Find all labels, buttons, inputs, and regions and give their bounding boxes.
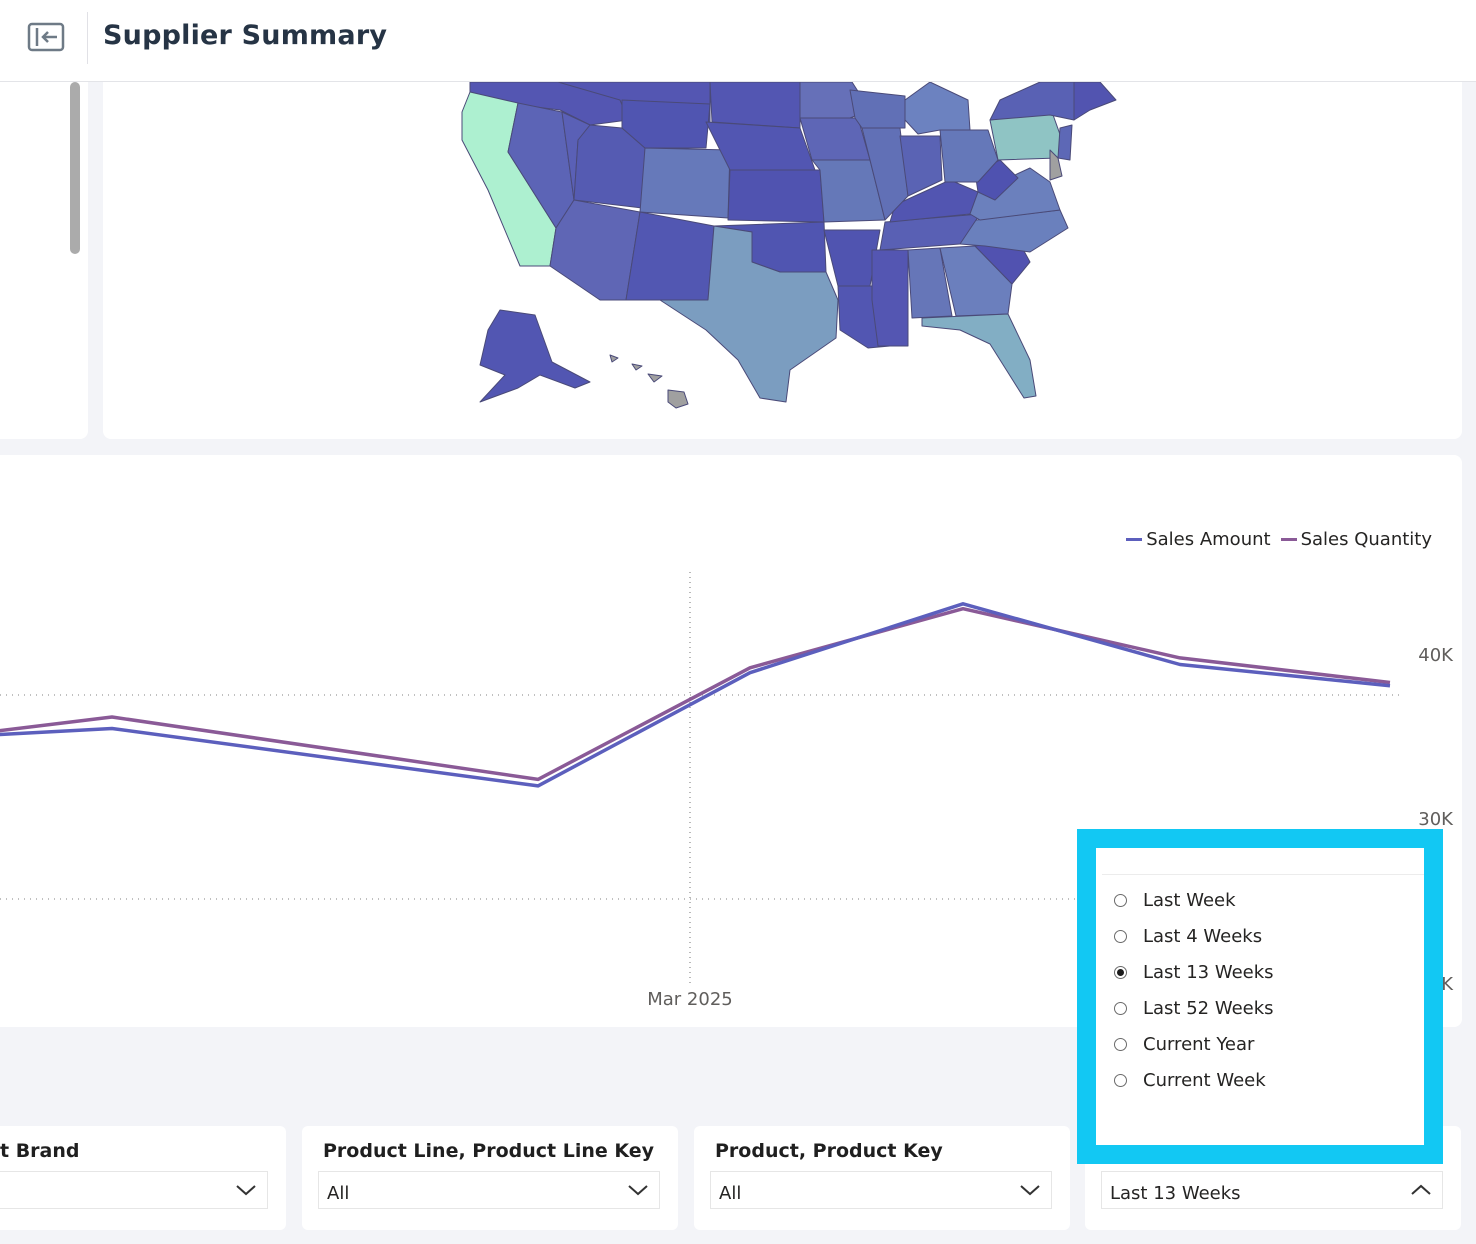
map-state-ohio <box>939 129 999 183</box>
map-state-hawaii-islands <box>631 363 643 371</box>
chart-legend: Sales Amount Sales Quantity <box>1126 529 1432 550</box>
chevron-down-icon <box>1020 1185 1040 1196</box>
chevron-up-icon <box>1411 1184 1431 1195</box>
map-state-new-england <box>1073 82 1117 121</box>
map-canvas <box>461 82 1117 409</box>
map-state-kansas <box>727 169 825 223</box>
slicer-label-product-line: Product Line, Product Line Key <box>323 1140 655 1162</box>
x-axis-tick-label: Mar 2025 <box>647 989 733 1010</box>
header-divider <box>87 12 88 64</box>
legend-item[interactable]: Sales Quantity <box>1280 529 1432 550</box>
slicer-label-brand: t Brand <box>0 1140 80 1162</box>
period-option[interactable]: Last Week <box>1114 882 1274 918</box>
map-state-texas <box>659 225 839 403</box>
radio-button[interactable] <box>1114 1001 1127 1015</box>
chevron-down-icon <box>628 1185 648 1196</box>
period-option-label: Last 52 Weeks <box>1143 997 1274 1019</box>
series-line-sales-quantity[interactable] <box>0 606 1391 782</box>
map-state-indiana <box>899 135 943 197</box>
slicer-value-product: All <box>719 1183 742 1204</box>
slicer-value-product-line: All <box>327 1183 350 1204</box>
map-state-missouri <box>811 159 886 223</box>
slicer-label-product: Product, Product Key <box>715 1140 943 1162</box>
map-state-alaska <box>479 309 591 403</box>
period-option[interactable]: Last 13 Weeks <box>1114 954 1274 990</box>
map-state-michigan <box>904 82 971 135</box>
period-option-label: Current Year <box>1143 1033 1255 1055</box>
slicer-dropdown-brand[interactable] <box>0 1171 268 1209</box>
slicer-brand: t Brand <box>0 1126 286 1230</box>
map-state-hawaii-islands <box>647 373 663 383</box>
slicer-dropdown-product[interactable]: All <box>710 1171 1052 1209</box>
slicer-dropdown-product-line[interactable]: All <box>318 1171 660 1209</box>
period-option[interactable]: Last 52 Weeks <box>1114 990 1274 1026</box>
radio-button[interactable] <box>1114 1037 1127 1051</box>
map-state-hawaii-islands <box>609 354 619 363</box>
map-state-wisconsin <box>849 89 906 129</box>
series-line-sales-amount[interactable] <box>0 602 1391 788</box>
legend-label-sales-quantity: Sales Quantity <box>1300 529 1432 550</box>
period-option[interactable]: Last 4 Weeks <box>1114 918 1274 954</box>
period-option-label: Last Week <box>1143 889 1236 911</box>
map-state-georgia <box>939 245 1013 317</box>
us-filled-map[interactable] <box>103 82 1462 439</box>
period-dropdown-panel: Last Week Last 4 Weeks Last 13 Weeks Las… <box>1077 829 1443 1164</box>
report-header: Supplier Summary <box>0 0 1476 82</box>
legend-swatch-sales-amount <box>1126 538 1143 541</box>
collapse-panel-icon[interactable] <box>26 20 66 54</box>
scrollbar-thumb[interactable] <box>70 82 80 254</box>
legend-item[interactable]: Sales Amount <box>1126 529 1271 550</box>
chart-plot-area: 40K 30K K Mar 2025 <box>0 572 1454 1010</box>
period-option-label: Last 13 Weeks <box>1143 961 1274 983</box>
slicer-product-line: Product Line, Product Line Key All <box>302 1126 678 1230</box>
period-option-label: Current Week <box>1143 1069 1266 1091</box>
map-state-maryland-dc <box>1049 149 1063 181</box>
slicer-value-period: Last 13 Weeks <box>1110 1183 1241 1204</box>
y-axis-tick-label: 40K <box>1418 645 1454 666</box>
chevron-down-icon <box>236 1185 256 1196</box>
legend-swatch-sales-quantity <box>1280 538 1297 541</box>
radio-button[interactable] <box>1114 893 1127 907</box>
y-axis-tick-label: 30K <box>1418 809 1454 830</box>
radio-button[interactable] <box>1114 965 1127 979</box>
map-state-florida <box>921 313 1037 399</box>
map-state-dakotas <box>709 82 801 129</box>
map-state-colorado <box>639 147 731 219</box>
page-title: Supplier Summary <box>103 20 388 51</box>
map-state-hawaii <box>667 389 689 409</box>
map-state-alabama <box>907 247 953 319</box>
map-state-new-jersey <box>1057 124 1073 161</box>
radio-button[interactable] <box>1114 1073 1127 1087</box>
period-option-label: Last 4 Weeks <box>1143 925 1263 947</box>
map-state-mississippi <box>871 249 909 347</box>
legend-label-sales-amount: Sales Amount <box>1146 529 1271 550</box>
map-state-new-mexico <box>625 211 715 301</box>
period-options-list: Last Week Last 4 Weeks Last 13 Weeks Las… <box>1114 882 1274 1098</box>
period-option[interactable]: Current Week <box>1114 1062 1274 1098</box>
period-option[interactable]: Current Year <box>1114 1026 1274 1062</box>
map-state-new-york <box>989 82 1075 121</box>
slicer-dropdown-period[interactable]: Last 13 Weeks <box>1101 1171 1443 1209</box>
radio-button[interactable] <box>1114 929 1127 943</box>
map-state-virginia <box>969 167 1061 221</box>
dropdown-divider <box>1102 874 1424 875</box>
slicer-product: Product, Product Key All <box>694 1126 1070 1230</box>
map-state-wyoming <box>621 99 711 149</box>
y-axis-tick-label: K <box>1441 974 1454 995</box>
